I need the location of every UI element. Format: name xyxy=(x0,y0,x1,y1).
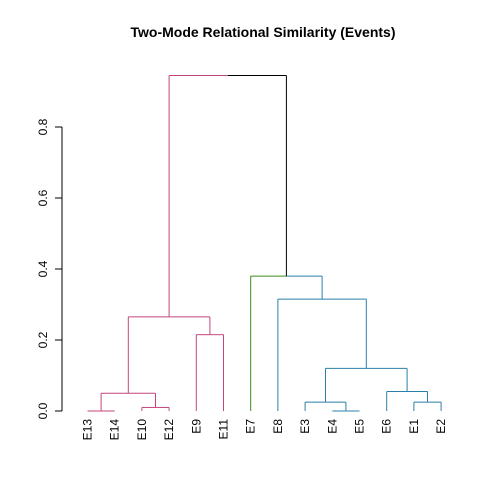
leaf-label: E12 xyxy=(162,419,176,441)
y-axis: 0.0 0.2 0.4 0.6 0.8 xyxy=(36,118,63,419)
y-tick-label: 0.6 xyxy=(36,189,50,206)
leaf-label: E2 xyxy=(434,419,448,434)
leaf-label: E5 xyxy=(353,419,367,434)
leaf-label: E14 xyxy=(108,419,122,441)
leaf-label: E4 xyxy=(325,419,339,434)
leaf-label: E9 xyxy=(189,419,203,434)
y-tick-label: 0.4 xyxy=(36,260,50,277)
leaf-label: E8 xyxy=(271,419,285,434)
y-tick-label: 0.2 xyxy=(36,331,50,348)
leaf-label: E7 xyxy=(244,419,258,434)
leaf-label: E1 xyxy=(407,419,421,434)
leaf-label: E13 xyxy=(81,419,95,441)
leaf-label: E3 xyxy=(298,419,312,434)
dendrogram-links xyxy=(87,75,442,412)
leaf-label: E10 xyxy=(135,419,149,441)
leaf-labels: E13 E14 E10 E12 E9 E11 E7 E8 E3 E4 E5 E6 E1 E2 xyxy=(81,419,449,441)
leaf-label: E11 xyxy=(217,419,231,440)
y-tick-label: 0.0 xyxy=(36,402,50,419)
chart-title: Two-Mode Relational Similarity (Events) xyxy=(130,24,395,40)
y-tick-label: 0.8 xyxy=(36,118,50,135)
leaf-label: E6 xyxy=(380,419,394,434)
